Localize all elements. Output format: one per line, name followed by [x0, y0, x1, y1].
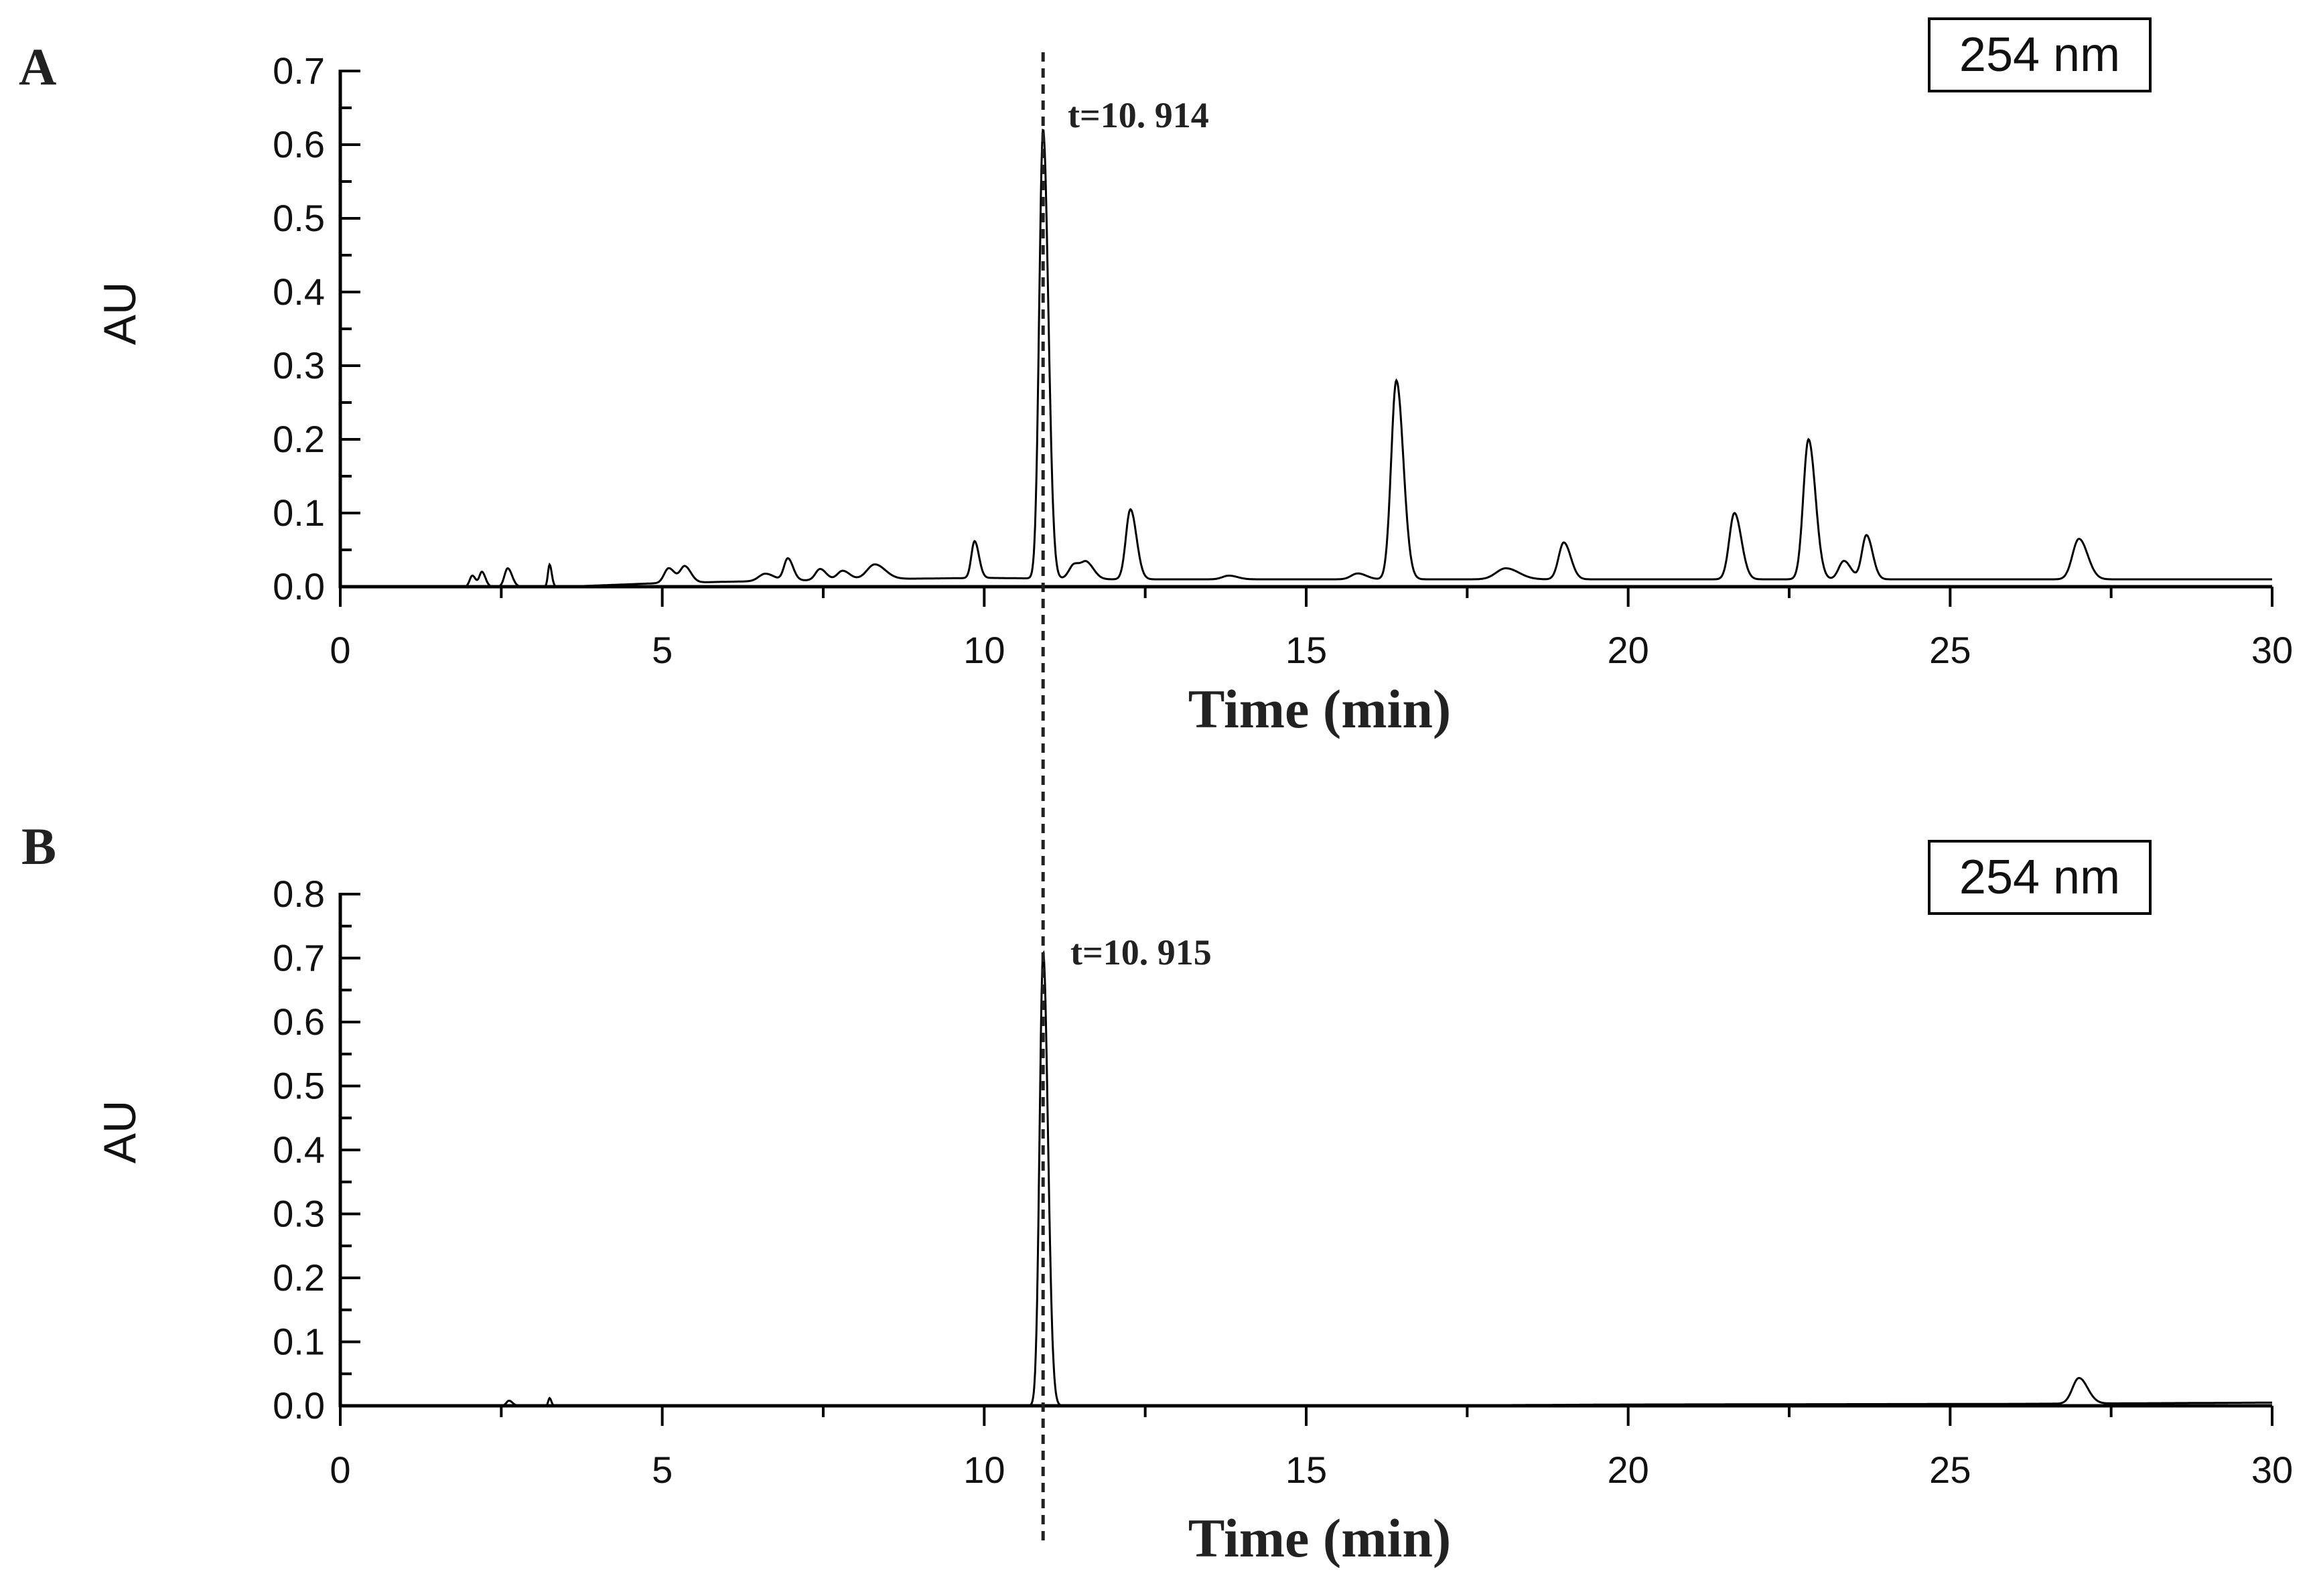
y-tick-label: 0.1 [273, 1321, 325, 1363]
x-tick-label: 30 [2251, 629, 2293, 671]
x-tick-label: 0 [330, 629, 350, 671]
y-axis-label: AU [94, 1100, 145, 1163]
panel-letter: B [21, 817, 56, 875]
wavelength-box [1928, 840, 2152, 915]
y-tick-label: 0.7 [273, 937, 325, 979]
y-tick-label: 0.6 [273, 1001, 325, 1043]
x-axis-label: Time (min) [1188, 1508, 1452, 1569]
y-tick-label: 0.5 [273, 197, 325, 239]
y-tick-label: 0.7 [273, 50, 325, 92]
y-tick-label: 0.6 [273, 123, 325, 165]
y-tick-label: 0.3 [273, 1193, 325, 1235]
x-tick-label: 20 [1608, 629, 1649, 671]
y-tick-label: 0.2 [273, 1256, 325, 1299]
panel-b: B 0 5 10 15 20 25 30 0.0 0.1 0.2 0.3 0.4 0.5 0.6 0.7 0.8… [21, 817, 2293, 1569]
y-tick-label: 0.4 [273, 1129, 325, 1171]
y-axis-label: AU [94, 282, 145, 345]
x-tick-label: 15 [1285, 1449, 1327, 1491]
y-tick-label: 0.3 [273, 344, 325, 386]
retention-time-annotation: t=10. 914 [1068, 95, 1209, 135]
y-tick-label: 0.4 [273, 271, 325, 313]
wavelength-label: 254 nm [1959, 28, 2120, 82]
chromatogram-trace [340, 129, 2272, 588]
wavelength-label: 254 nm [1959, 851, 2120, 904]
x-axis-label: Time (min) [1188, 678, 1452, 739]
y-tick-label: 0.2 [273, 418, 325, 460]
y-tick-label: 0.5 [273, 1065, 325, 1107]
x-tick-label: 15 [1285, 629, 1327, 671]
wavelength-box [1928, 17, 2152, 92]
panel-letter: A [19, 38, 56, 96]
x-tick-label: 5 [652, 629, 673, 671]
x-tick-label: 30 [2251, 1449, 2293, 1491]
x-tick-label: 25 [1929, 629, 1971, 671]
y-tick-label: 0.0 [273, 1384, 325, 1427]
x-tick-label: 5 [652, 1449, 673, 1491]
chromatogram-trace [340, 950, 2272, 1407]
y-tick-label: 0.1 [273, 492, 325, 534]
retention-time-annotation: t=10. 915 [1070, 932, 1212, 972]
y-tick-label: 0.0 [273, 565, 325, 607]
x-tick-label: 10 [963, 629, 1005, 671]
x-tick-label: 25 [1929, 1449, 1971, 1491]
x-tick-label: 20 [1608, 1449, 1649, 1491]
y-tick-label: 0.8 [273, 873, 325, 915]
panel-a: A 0 5 10 15 20 25 30 0.0 0.1 0.2 0.3 0.4 0.5 0.6 0.7 AU T… [19, 17, 2293, 739]
x-tick-label: 10 [963, 1449, 1005, 1491]
x-tick-label: 0 [330, 1449, 350, 1491]
